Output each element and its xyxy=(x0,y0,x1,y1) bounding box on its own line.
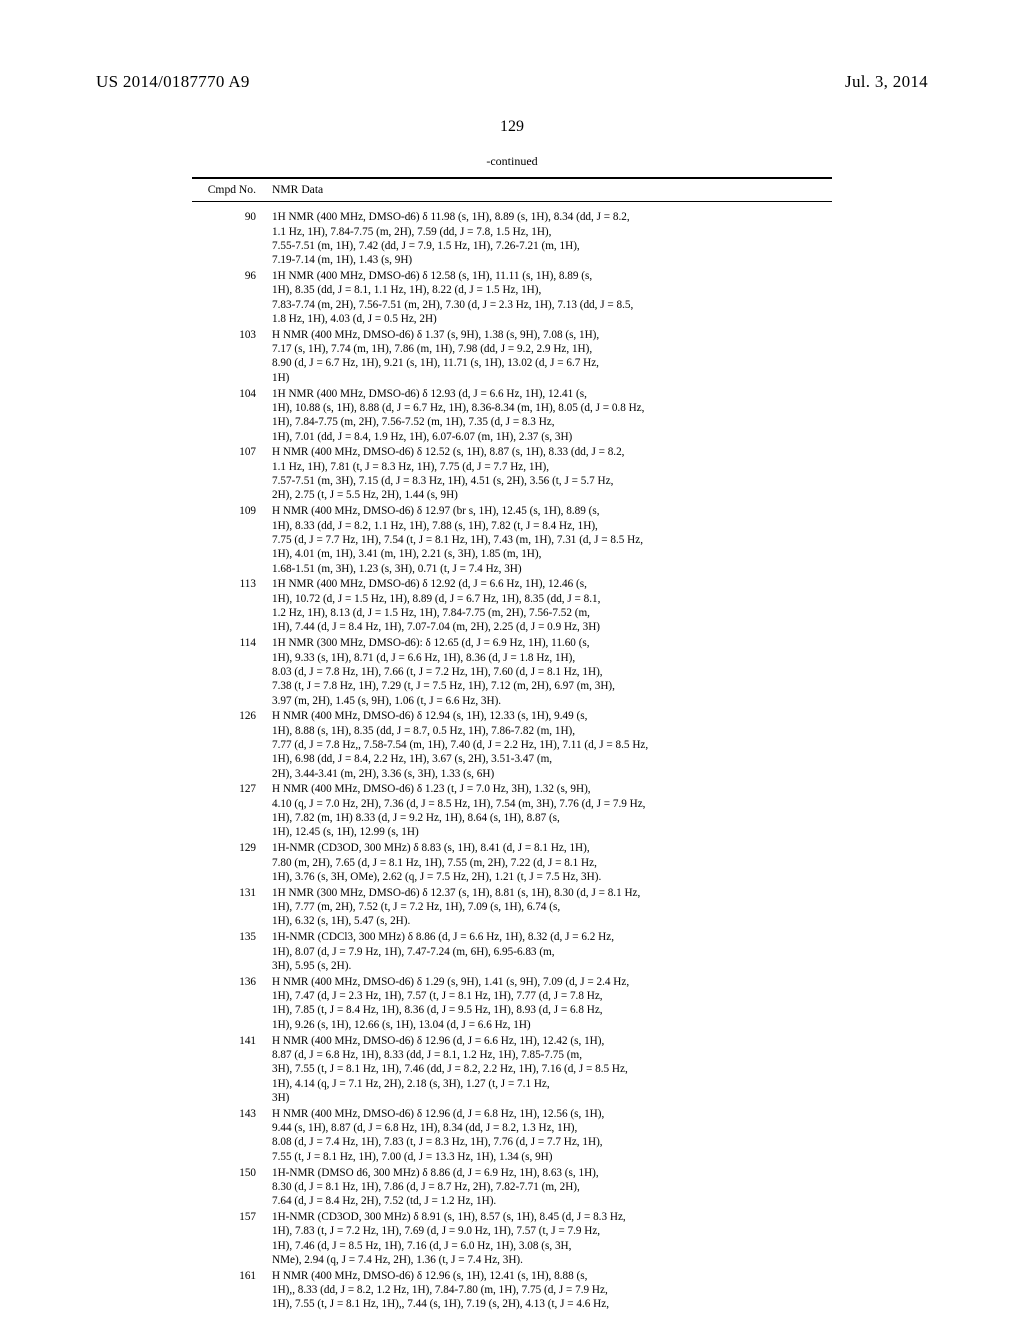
nmr-data: H NMR (400 MHz, DMSO-d6) δ 12.94 (s, 1H)… xyxy=(272,709,832,781)
table-row: 107H NMR (400 MHz, DMSO-d6) δ 12.52 (s, … xyxy=(192,445,832,502)
table-row: 103H NMR (400 MHz, DMSO-d6) δ 1.37 (s, 9… xyxy=(192,328,832,385)
page-number: 129 xyxy=(96,118,928,136)
publication-date: Jul. 3, 2014 xyxy=(845,72,928,92)
nmr-data: H NMR (400 MHz, DMSO-d6) δ 1.23 (t, J = … xyxy=(272,782,832,839)
table-row: 1141H NMR (300 MHz, DMSO-d6): δ 12.65 (d… xyxy=(192,636,832,708)
table-row: 1311H NMR (300 MHz, DMSO-d6) δ 12.37 (s,… xyxy=(192,886,832,929)
nmr-data: 1H NMR (300 MHz, DMSO-d6) δ 12.37 (s, 1H… xyxy=(272,886,832,929)
cmpd-no: 96 xyxy=(192,269,272,326)
nmr-data: 1H-NMR (CD3OD, 300 MHz) δ 8.91 (s, 1H), … xyxy=(272,1210,832,1267)
cmpd-no: 109 xyxy=(192,504,272,576)
page-header: US 2014/0187770 A9 Jul. 3, 2014 xyxy=(96,72,928,92)
table-row: 109H NMR (400 MHz, DMSO-d6) δ 12.97 (br … xyxy=(192,504,832,576)
cmpd-no: 131 xyxy=(192,886,272,929)
table-row: 901H NMR (400 MHz, DMSO-d6) δ 11.98 (s, … xyxy=(192,210,832,267)
cmpd-no: 127 xyxy=(192,782,272,839)
nmr-data: 1H NMR (400 MHz, DMSO-d6) δ 11.98 (s, 1H… xyxy=(272,210,832,267)
col-header-cmpd-no: Cmpd No. xyxy=(192,183,272,198)
publication-number: US 2014/0187770 A9 xyxy=(96,72,250,92)
nmr-data: H NMR (400 MHz, DMSO-d6) δ 12.96 (d, J =… xyxy=(272,1107,832,1164)
table-row: 143H NMR (400 MHz, DMSO-d6) δ 12.96 (d, … xyxy=(192,1107,832,1164)
cmpd-no: 136 xyxy=(192,975,272,1032)
nmr-data-table: -continued Cmpd No. NMR Data 901H NMR (4… xyxy=(192,154,832,1312)
cmpd-no: 113 xyxy=(192,577,272,634)
table-row: 961H NMR (400 MHz, DMSO-d6) δ 12.58 (s, … xyxy=(192,269,832,326)
cmpd-no: 157 xyxy=(192,1210,272,1267)
table-row: 1501H-NMR (DMSO d6, 300 MHz) δ 8.86 (d, … xyxy=(192,1166,832,1209)
nmr-data: 1H NMR (400 MHz, DMSO-d6) δ 12.58 (s, 1H… xyxy=(272,269,832,326)
table-row: 1131H NMR (400 MHz, DMSO-d6) δ 12.92 (d,… xyxy=(192,577,832,634)
nmr-data: H NMR (400 MHz, DMSO-d6) δ 12.97 (br s, … xyxy=(272,504,832,576)
nmr-data: H NMR (400 MHz, DMSO-d6) δ 1.29 (s, 9H),… xyxy=(272,975,832,1032)
nmr-data: 1H NMR (300 MHz, DMSO-d6): δ 12.65 (d, J… xyxy=(272,636,832,708)
table-row: 126H NMR (400 MHz, DMSO-d6) δ 12.94 (s, … xyxy=(192,709,832,781)
table-body: 901H NMR (400 MHz, DMSO-d6) δ 11.98 (s, … xyxy=(192,202,832,1312)
table-row: 141H NMR (400 MHz, DMSO-d6) δ 12.96 (d, … xyxy=(192,1034,832,1106)
cmpd-no: 90 xyxy=(192,210,272,267)
nmr-data: 1H-NMR (DMSO d6, 300 MHz) δ 8.86 (d, J =… xyxy=(272,1166,832,1209)
nmr-data: 1H-NMR (CD3OD, 300 MHz) δ 8.83 (s, 1H), … xyxy=(272,841,832,884)
table-row: 1041H NMR (400 MHz, DMSO-d6) δ 12.93 (d,… xyxy=(192,387,832,444)
nmr-data: 1H NMR (400 MHz, DMSO-d6) δ 12.93 (d, J … xyxy=(272,387,832,444)
cmpd-no: 150 xyxy=(192,1166,272,1209)
table-row: 136H NMR (400 MHz, DMSO-d6) δ 1.29 (s, 9… xyxy=(192,975,832,1032)
continued-label: -continued xyxy=(192,154,832,175)
patent-page: US 2014/0187770 A9 Jul. 3, 2014 129 -con… xyxy=(0,0,1024,1320)
cmpd-no: 143 xyxy=(192,1107,272,1164)
cmpd-no: 103 xyxy=(192,328,272,385)
nmr-data: H NMR (400 MHz, DMSO-d6) δ 1.37 (s, 9H),… xyxy=(272,328,832,385)
table-row: 161H NMR (400 MHz, DMSO-d6) δ 12.96 (s, … xyxy=(192,1269,832,1312)
cmpd-no: 161 xyxy=(192,1269,272,1312)
cmpd-no: 141 xyxy=(192,1034,272,1106)
nmr-data: H NMR (400 MHz, DMSO-d6) δ 12.52 (s, 1H)… xyxy=(272,445,832,502)
nmr-data: H NMR (400 MHz, DMSO-d6) δ 12.96 (d, J =… xyxy=(272,1034,832,1106)
cmpd-no: 107 xyxy=(192,445,272,502)
table-header-row: Cmpd No. NMR Data xyxy=(192,179,832,201)
table-row: 127H NMR (400 MHz, DMSO-d6) δ 1.23 (t, J… xyxy=(192,782,832,839)
cmpd-no: 129 xyxy=(192,841,272,884)
nmr-data: 1H-NMR (CDCl3, 300 MHz) δ 8.86 (d, J = 6… xyxy=(272,930,832,973)
nmr-data: 1H NMR (400 MHz, DMSO-d6) δ 12.92 (d, J … xyxy=(272,577,832,634)
cmpd-no: 104 xyxy=(192,387,272,444)
table-row: 1571H-NMR (CD3OD, 300 MHz) δ 8.91 (s, 1H… xyxy=(192,1210,832,1267)
nmr-data: H NMR (400 MHz, DMSO-d6) δ 12.96 (s, 1H)… xyxy=(272,1269,832,1312)
cmpd-no: 126 xyxy=(192,709,272,781)
table-row: 1291H-NMR (CD3OD, 300 MHz) δ 8.83 (s, 1H… xyxy=(192,841,832,884)
cmpd-no: 135 xyxy=(192,930,272,973)
table-row: 1351H-NMR (CDCl3, 300 MHz) δ 8.86 (d, J … xyxy=(192,930,832,973)
cmpd-no: 114 xyxy=(192,636,272,708)
col-header-nmr-data: NMR Data xyxy=(272,183,832,198)
